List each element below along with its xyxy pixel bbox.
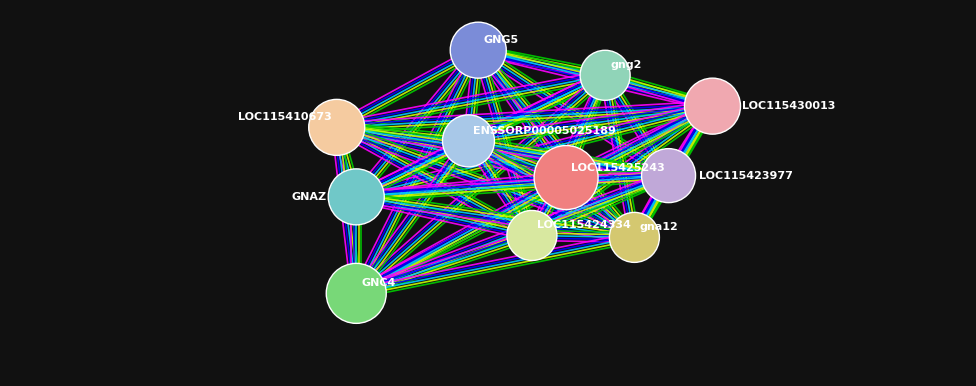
Circle shape — [328, 169, 385, 225]
Circle shape — [609, 212, 660, 262]
Text: GNG5: GNG5 — [483, 35, 518, 45]
Text: LOC115430013: LOC115430013 — [743, 101, 835, 111]
Text: LOC115410673: LOC115410673 — [238, 112, 332, 122]
Text: GNC4: GNC4 — [361, 278, 395, 288]
Circle shape — [684, 78, 741, 134]
Circle shape — [326, 263, 386, 323]
Text: ENSSORP00005025189: ENSSORP00005025189 — [473, 126, 617, 136]
Circle shape — [580, 50, 630, 100]
Circle shape — [507, 210, 557, 261]
Circle shape — [450, 22, 507, 78]
Circle shape — [308, 99, 365, 156]
Circle shape — [641, 149, 696, 203]
Text: LOC115423977: LOC115423977 — [699, 171, 793, 181]
Text: LOC115424334: LOC115424334 — [537, 220, 630, 230]
Circle shape — [534, 146, 598, 210]
Text: gng2: gng2 — [610, 60, 641, 70]
Text: gna12: gna12 — [639, 222, 678, 232]
Text: LOC115425243: LOC115425243 — [571, 163, 665, 173]
Text: GNAZ: GNAZ — [291, 192, 326, 202]
Circle shape — [442, 115, 495, 167]
